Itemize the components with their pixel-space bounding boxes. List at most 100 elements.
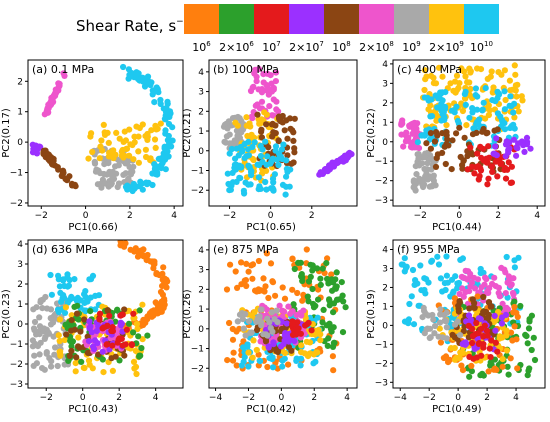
scatter-point: [263, 82, 270, 89]
scatter-point: [469, 332, 477, 340]
scatter-point: [122, 240, 129, 247]
scatter-point: [105, 139, 112, 146]
scatter-point: [253, 318, 260, 325]
scatter-point: [468, 339, 476, 347]
scatter-point: [511, 62, 518, 69]
scatter-point: [507, 124, 514, 132]
scatter-point: [224, 125, 231, 132]
scatter-point: [160, 264, 167, 271]
scatter-point: [81, 364, 88, 372]
scatter-point: [166, 140, 173, 148]
y-tick-label: 0: [198, 147, 204, 157]
scatter-point: [258, 126, 265, 133]
scatter-point: [126, 152, 133, 159]
scatter-point: [403, 133, 410, 140]
y-tick-label: 1: [198, 127, 204, 137]
scatter-point: [245, 152, 252, 159]
scatter-point: [451, 295, 458, 302]
scatter-point: [457, 332, 464, 339]
x-tick-label: 4: [534, 211, 540, 221]
scatter-point: [264, 153, 271, 160]
scatter-point: [507, 179, 514, 186]
scatter-point: [509, 337, 516, 344]
scatter-point: [321, 167, 328, 174]
scatter-point: [52, 344, 59, 351]
scatter-point: [269, 278, 276, 285]
scatter-point: [443, 318, 450, 325]
scatter-point: [415, 302, 422, 309]
legend-tick-label: 2×106: [219, 40, 254, 54]
scatter-point: [68, 327, 75, 334]
scatter-point: [319, 265, 326, 272]
scatter-point: [132, 363, 140, 370]
scatter-point: [272, 292, 279, 299]
scatter-point: [161, 115, 168, 123]
scatter-point: [487, 354, 494, 361]
x-tick-label: 0: [83, 211, 89, 221]
scatter-point: [259, 146, 266, 153]
scatter-point: [283, 320, 290, 327]
scatter-point: [471, 170, 478, 177]
scatter-point: [331, 339, 338, 346]
scatter-point: [505, 371, 512, 378]
scatter-panel: −4 −2 0 2 4 −3 −2 −1 0 1 2 3 4 (f) 955 MPa PC1(0.49) PC…: [366, 239, 546, 415]
scatter-point: [459, 285, 466, 292]
scatter-point: [157, 288, 165, 296]
scatter-point: [68, 347, 75, 354]
scatter-point: [451, 344, 458, 352]
scatter-point: [467, 148, 474, 156]
scatter-point: [309, 285, 316, 293]
scatter-point: [427, 130, 434, 137]
legend-swatch: [219, 4, 254, 34]
scatter-point: [123, 326, 130, 333]
scatter-point: [245, 268, 252, 275]
scatter-point: [274, 348, 281, 356]
scatter-point: [263, 111, 270, 118]
scatter-point: [119, 342, 126, 349]
scatter-point: [510, 109, 517, 116]
scatter-point: [117, 240, 124, 245]
scatter-point: [467, 68, 474, 75]
scatter-point: [262, 283, 269, 290]
scatter-point: [271, 316, 278, 323]
scatter-point: [240, 344, 247, 351]
scatter-point: [227, 186, 234, 193]
scatter-point: [105, 160, 112, 167]
scatter-point: [451, 321, 459, 328]
scatter-points: [29, 240, 171, 378]
scatter-point: [333, 296, 341, 303]
scatter-panel: −2 0 2 4 −3 −2 −1 0 1 2 3 4 (c) 400 MPa PC1(0.44) PC2(…: [366, 59, 546, 233]
legend-tick-label: 2×107: [289, 40, 324, 54]
y-tick-label: 2: [382, 99, 388, 109]
scatter-point: [265, 344, 272, 351]
scatter-point: [285, 344, 292, 351]
x-tick-label: −4: [209, 393, 223, 403]
y-tick-label: 1: [17, 108, 23, 118]
scatter-point: [502, 153, 509, 160]
scatter-point: [75, 334, 82, 341]
x-tick-label: 4: [171, 211, 177, 221]
scatter-point: [120, 63, 127, 71]
scatter-point: [428, 166, 435, 173]
scatter-point: [234, 318, 241, 325]
scatter-point: [260, 275, 267, 282]
scatter-point: [47, 271, 54, 279]
scatter-point: [106, 149, 113, 156]
scatter-point: [304, 321, 311, 328]
scatter-point: [135, 70, 142, 77]
scatter-point: [293, 331, 300, 338]
scatter-point: [91, 160, 99, 167]
legend-title-superscript: −1: [176, 17, 189, 27]
scatter-point: [281, 308, 288, 315]
scatter-point: [31, 352, 38, 359]
scatter-point: [476, 173, 483, 180]
scatter-point: [109, 342, 116, 349]
scatter-point: [523, 134, 531, 141]
scatter-point: [57, 352, 64, 359]
scatter-point: [460, 349, 467, 356]
scatter-point: [338, 279, 345, 286]
scatter-point: [29, 343, 36, 350]
scatter-point: [323, 322, 330, 329]
scatter-point: [228, 145, 235, 153]
scatter-point: [236, 311, 244, 318]
